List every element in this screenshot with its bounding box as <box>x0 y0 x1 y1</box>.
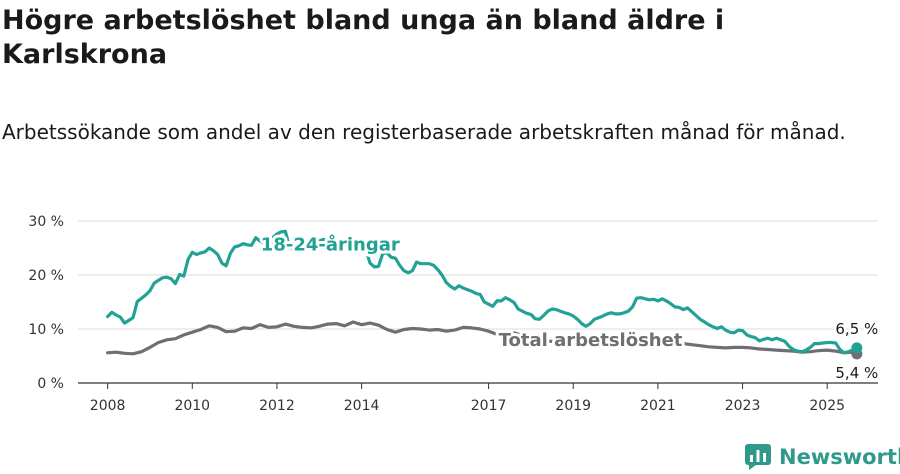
end-label-18-24: 6,5 % <box>835 320 878 338</box>
x-tick-label: 2019 <box>555 398 591 414</box>
axes: 0 % 10 % 20 % 30 % 2008 2010 2012 2014 2017 2019 2… <box>28 214 878 414</box>
x-tick-label: 2025 <box>809 398 845 414</box>
y-tick-label: 10 % <box>28 322 64 338</box>
line-chart: 0 % 10 % 20 % 30 % 2008 2010 2012 2014 2017 2019 2… <box>28 214 880 414</box>
x-tick-label: 2023 <box>725 398 761 414</box>
chart-subtitle: Arbetssökande som andel av den registerb… <box>2 120 846 144</box>
x-tick-label: 2017 <box>471 398 507 414</box>
chart-title: Högre arbetslöshet bland unga än bland ä… <box>2 5 725 70</box>
series-label-18-24: 18-24-åringar <box>261 234 400 256</box>
x-tick-label: 2021 <box>640 398 676 414</box>
series-label-total: Total arbetslöshet <box>499 330 683 351</box>
y-tick-label: 30 % <box>28 214 64 230</box>
newsworthy-logo-icon <box>745 444 771 470</box>
y-tick-label: 20 % <box>28 268 64 284</box>
newsworthy-logo: Newsworthy <box>745 442 900 472</box>
y-tick-label: 0 % <box>37 376 64 392</box>
end-label-total: 5,4 % <box>835 364 878 382</box>
end-point-18-24 <box>851 342 863 354</box>
x-tick-label: 2012 <box>259 398 295 414</box>
brand-name: Newsworthy <box>779 445 900 469</box>
series-lines <box>106 229 859 356</box>
series-line-18-24 <box>106 229 859 355</box>
x-tick-label: 2010 <box>174 398 210 414</box>
series-labels: 18-24-åringar Total arbetslöshet 6,5 % 5,4 … <box>258 231 880 384</box>
x-tick-label: 2014 <box>344 398 380 414</box>
gridlines <box>78 220 878 330</box>
series-line-total <box>106 320 859 356</box>
x-tick-label: 2008 <box>90 398 126 414</box>
